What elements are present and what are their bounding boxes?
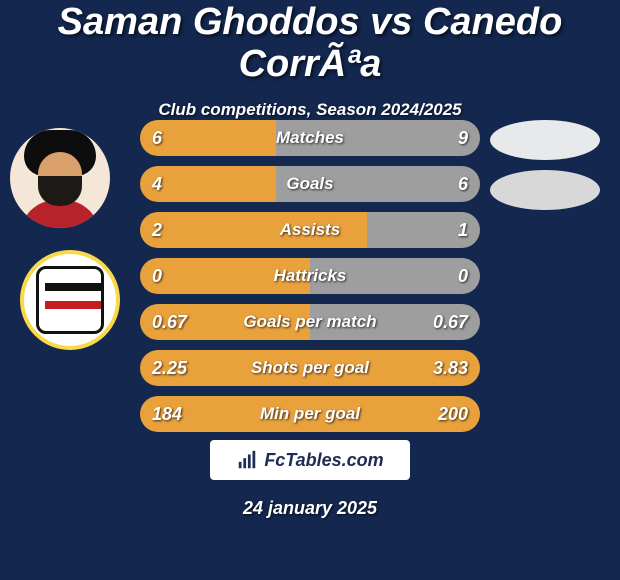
stat-row: 21Assists [140, 212, 480, 248]
stat-label: Assists [140, 212, 480, 248]
stats-bars: 69Matches 46Goals 21Assists 00Hattricks 0.67… [140, 120, 480, 442]
stat-label: Hattricks [140, 258, 480, 294]
player1-club-badge [20, 250, 120, 350]
stat-label: Shots per goal [140, 350, 480, 386]
page-title: Saman Ghoddos vs Canedo CorrÃªa [0, 0, 620, 86]
stat-row: 184200Min per goal [140, 396, 480, 432]
title-text: Saman Ghoddos vs Canedo CorrÃªa [58, 1, 563, 85]
subtitle-text: Club competitions, Season 2024/2025 [158, 100, 461, 119]
brand-icon [236, 449, 258, 471]
stat-label: Goals per match [140, 304, 480, 340]
stat-row: 46Goals [140, 166, 480, 202]
stat-row: 69Matches [140, 120, 480, 156]
stat-row: 2.253.83Shots per goal [140, 350, 480, 386]
stat-label: Min per goal [140, 396, 480, 432]
player2-avatar-placeholder [490, 120, 600, 160]
player1-avatar [10, 128, 110, 228]
brand-text: FcTables.com [264, 450, 383, 471]
player2-club-placeholder [490, 170, 600, 210]
page-subtitle: Club competitions, Season 2024/2025 [0, 100, 620, 120]
stat-label: Matches [140, 120, 480, 156]
date-text: 24 january 2025 [243, 498, 377, 518]
stat-row: 0.670.67Goals per match [140, 304, 480, 340]
footer-date: 24 january 2025 [0, 498, 620, 519]
stat-label: Goals [140, 166, 480, 202]
brand-box: FcTables.com [210, 440, 410, 480]
stat-row: 00Hattricks [140, 258, 480, 294]
